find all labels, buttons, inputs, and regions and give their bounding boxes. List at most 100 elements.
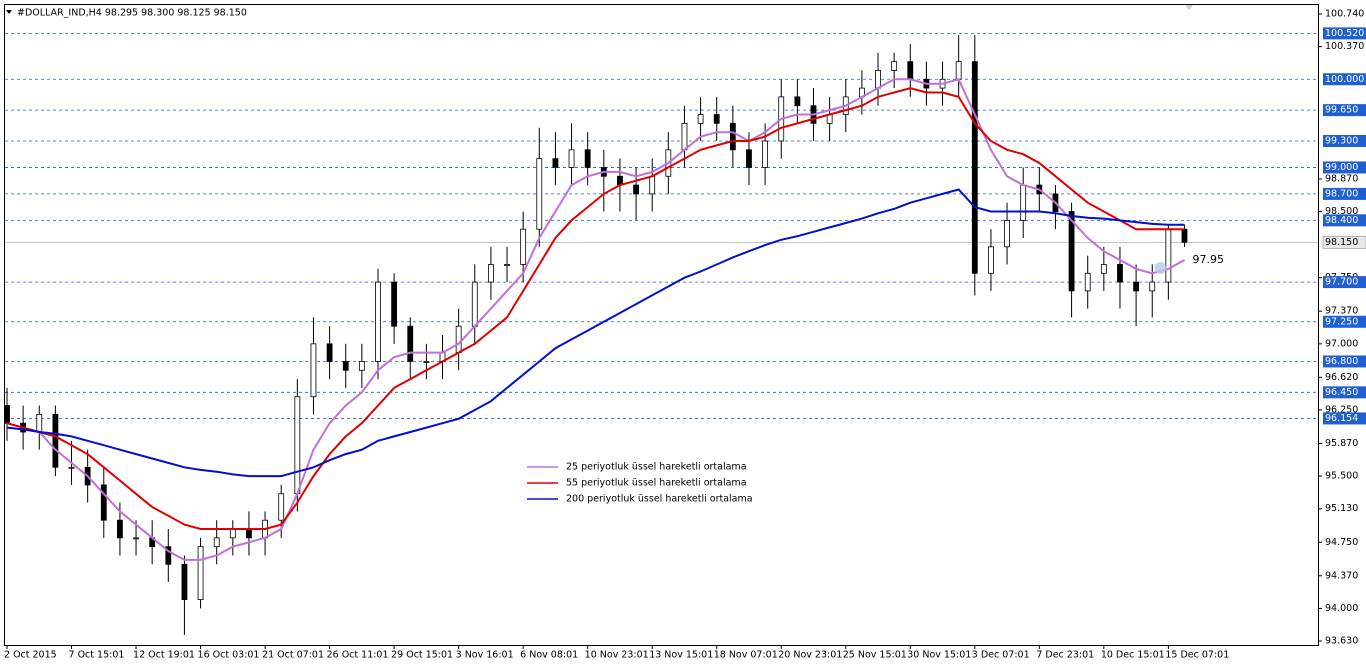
candle-body bbox=[584, 149, 591, 168]
y-tick-label: 94.370 bbox=[1325, 570, 1358, 581]
current-price-label: 98.150 bbox=[1325, 237, 1358, 248]
x-tick-label: 30 Nov 15:01 bbox=[907, 650, 971, 661]
candle-body bbox=[1181, 228, 1188, 243]
level-label-box bbox=[1323, 214, 1366, 227]
level-label: 100.000 bbox=[1325, 74, 1364, 85]
level-label: 96.154 bbox=[1325, 413, 1358, 424]
candle-body bbox=[278, 493, 285, 521]
legend-label: 55 periyotluk üssel hareketli ortalama bbox=[566, 478, 747, 489]
candle-body bbox=[552, 158, 559, 168]
level-label-box bbox=[1323, 27, 1366, 40]
y-tick-label: 93.630 bbox=[1325, 636, 1358, 647]
level-label: 97.700 bbox=[1325, 277, 1358, 288]
candle-body bbox=[681, 122, 688, 151]
y-tick-label: 96.620 bbox=[1325, 372, 1358, 383]
x-tick-label: 13 Nov 15:01 bbox=[649, 650, 713, 661]
candle-body bbox=[391, 281, 398, 327]
candle-body bbox=[649, 175, 656, 195]
x-tick-label: 7 Oct 15:01 bbox=[69, 650, 125, 661]
candle-body bbox=[971, 61, 978, 274]
x-tick-label: 29 Oct 15:01 bbox=[391, 650, 453, 661]
level-label: 96.800 bbox=[1325, 356, 1358, 367]
y-tick-label: 94.000 bbox=[1325, 603, 1358, 614]
candle-body bbox=[487, 264, 494, 283]
x-tick-label: 3 Dec 07:01 bbox=[972, 650, 1030, 661]
candle-body bbox=[1068, 211, 1075, 292]
candle-body bbox=[375, 281, 381, 362]
candle-body bbox=[294, 396, 301, 495]
level-label-box bbox=[1323, 73, 1366, 86]
level-label: 98.700 bbox=[1325, 188, 1358, 199]
candle-body bbox=[1117, 264, 1123, 283]
x-tick-label: 2 Oct 2015 bbox=[4, 650, 57, 661]
y-tick-label: 100.740 bbox=[1325, 8, 1364, 19]
level-label-box bbox=[1323, 134, 1366, 147]
legend-label: 200 periyotluk üssel hareketli ortalama bbox=[566, 494, 753, 505]
y-tick-label: 95.500 bbox=[1325, 471, 1358, 482]
y-tick-label: 98.500 bbox=[1325, 206, 1358, 217]
candle-body bbox=[358, 361, 365, 371]
candle-body bbox=[729, 122, 736, 151]
ema-line bbox=[6, 78, 1185, 561]
x-tick-label: 6 Nov 08:01 bbox=[520, 650, 578, 661]
candle-body bbox=[536, 158, 543, 230]
x-tick-label: 26 Oct 11:01 bbox=[327, 650, 389, 661]
x-tick-label: 7 Dec 23:01 bbox=[1036, 650, 1094, 661]
y-tick-label: 97.370 bbox=[1325, 306, 1358, 317]
candle-body bbox=[326, 343, 333, 362]
candle-body bbox=[1165, 228, 1172, 283]
annotation-marker bbox=[1154, 262, 1167, 275]
candle-body bbox=[568, 149, 575, 168]
candle-body bbox=[455, 325, 462, 354]
x-tick-label: 21 Oct 07:01 bbox=[262, 650, 324, 661]
level-label-box bbox=[1323, 104, 1366, 117]
scroll-icon[interactable] bbox=[1185, 5, 1193, 10]
candle-body bbox=[891, 61, 898, 71]
y-tick-label: 95.130 bbox=[1325, 503, 1358, 514]
level-label-box bbox=[1323, 276, 1366, 289]
candle-body bbox=[165, 546, 172, 565]
x-tick-label: 10 Nov 23:01 bbox=[585, 650, 649, 661]
x-tick-label: 10 Dec 15:01 bbox=[1101, 650, 1165, 661]
candle-body bbox=[1133, 281, 1139, 292]
level-label-box bbox=[1323, 315, 1366, 328]
y-tick-label: 94.750 bbox=[1325, 537, 1358, 548]
legend-label: 25 periyotluk üssel hareketli ortalama bbox=[566, 462, 747, 473]
level-label: 97.250 bbox=[1325, 316, 1358, 327]
chart-title: #DOLLAR_IND,H4 98.295 98.300 98.125 98.1… bbox=[17, 8, 247, 19]
candle-body bbox=[342, 361, 349, 371]
menu-icon[interactable] bbox=[6, 10, 12, 14]
candle-body bbox=[713, 114, 720, 124]
candle-body bbox=[1004, 219, 1010, 248]
candle-body bbox=[1100, 264, 1107, 274]
candle-body bbox=[1149, 281, 1156, 292]
candle-body bbox=[133, 537, 139, 540]
y-tick-label: 98.870 bbox=[1325, 173, 1358, 184]
candle-body bbox=[36, 413, 43, 433]
y-tick-label: 96.250 bbox=[1325, 404, 1358, 415]
candle-body bbox=[746, 149, 752, 168]
candle-body bbox=[471, 281, 478, 327]
candle-body bbox=[197, 546, 204, 600]
annotation-label: 97.95 bbox=[1192, 253, 1224, 266]
candle-body bbox=[100, 484, 107, 521]
candle-body bbox=[907, 61, 914, 80]
x-tick-label: 3 Nov 16:01 bbox=[456, 650, 514, 661]
candle-body bbox=[423, 361, 430, 363]
candle-body bbox=[1020, 184, 1027, 221]
candle-body bbox=[68, 466, 75, 469]
plot-frame bbox=[4, 4, 1319, 646]
candle-body bbox=[762, 140, 769, 168]
candle-body bbox=[117, 519, 123, 539]
x-tick-label: 25 Nov 15:01 bbox=[843, 650, 907, 661]
candle-body bbox=[697, 114, 704, 124]
candle-body bbox=[52, 413, 59, 468]
level-label: 100.520 bbox=[1325, 28, 1364, 39]
level-label: 99.000 bbox=[1325, 162, 1358, 173]
candle-body bbox=[633, 184, 639, 195]
level-label: 96.450 bbox=[1325, 387, 1358, 398]
candle-body bbox=[520, 228, 527, 265]
candle-body bbox=[181, 563, 188, 600]
